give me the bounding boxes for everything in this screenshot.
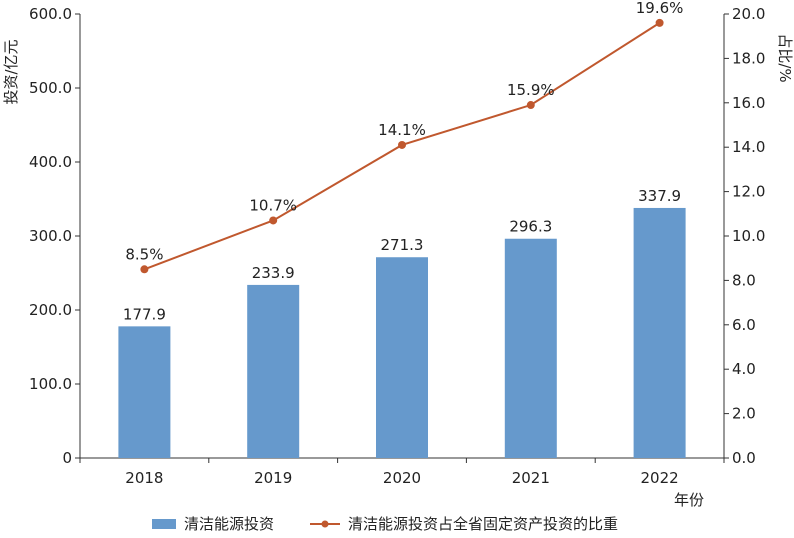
x-tick-label: 2021 (512, 469, 550, 487)
bar-value-label: 233.9 (252, 264, 295, 282)
left-y-tick-label: 600.0 (29, 5, 72, 23)
x-ticks: 2018 2019 2020 2021 2022 (79, 458, 725, 487)
right-y-tick-label: 12.0 (732, 183, 765, 201)
line-series: 8.5% 10.7% 14.1% 15.9% 19.6% (125, 0, 684, 274)
bar-value-label: 337.9 (638, 187, 681, 205)
left-y-tick-label: 400.0 (29, 153, 72, 171)
line-point (655, 18, 664, 27)
right-y-axis-title: 占比/% (776, 33, 794, 82)
line-value-label: 14.1% (378, 121, 426, 139)
bar (247, 284, 300, 458)
left-y-tick-label: 500.0 (29, 79, 72, 97)
x-tick-label: 2020 (383, 469, 421, 487)
line-value-label: 8.5% (125, 245, 163, 263)
x-tick-label: 2022 (641, 469, 679, 487)
right-y-tick-label: 18.0 (732, 49, 765, 67)
bar (376, 257, 428, 458)
right-y-tick-label: 14.0 (732, 138, 765, 156)
bar (504, 238, 557, 458)
right-y-tick-label: 6.0 (732, 316, 756, 334)
legend-label-line: 清洁能源投资占全省固定资产投资的比重 (348, 515, 618, 533)
left-y-tick-label: 0 (62, 449, 72, 467)
line-value-label: 10.7% (249, 196, 297, 214)
left-y-axis-title: 投资/亿元 (2, 39, 20, 104)
x-tick-label: 2018 (125, 469, 163, 487)
line-value-label: 19.6% (636, 0, 684, 17)
left-y-tick-label: 100.0 (29, 375, 72, 393)
legend-swatch-marker (321, 520, 329, 528)
line-point (526, 101, 535, 110)
line-point (140, 265, 149, 274)
bar (633, 207, 686, 458)
right-y-tick-label: 20.0 (732, 5, 765, 23)
right-y-tick-label: 2.0 (732, 405, 756, 423)
right-y-tick-label: 4.0 (732, 360, 756, 378)
line-value-label: 15.9% (507, 81, 555, 99)
right-y-tick-label: 0.0 (732, 449, 756, 467)
bar-series: 177.9 233.9 271.3 296.3 337.9 (118, 187, 686, 458)
left-y-tick-label: 200.0 (29, 301, 72, 319)
bar (118, 326, 171, 458)
right-y-tick-label: 10.0 (732, 227, 765, 245)
right-y-ticks: 0.0 2.0 4.0 6.0 8.0 10.0 12.0 14.0 16.0 18.0 20.0 (724, 5, 765, 467)
x-tick-label: 2019 (254, 469, 292, 487)
legend-swatch-bar (152, 519, 176, 529)
bar-value-label: 271.3 (381, 236, 424, 254)
left-y-tick-label: 300.0 (29, 227, 72, 245)
right-y-tick-label: 8.0 (732, 271, 756, 289)
line-point (398, 140, 406, 149)
legend: 清洁能源投资 清洁能源投资占全省固定资产投资的比重 (152, 515, 618, 533)
line-point (269, 216, 278, 225)
bar-value-label: 296.3 (509, 218, 552, 236)
left-y-ticks: 0 100.0 200.0 300.0 400.0 500.0 600.0 (29, 5, 80, 467)
bar-value-label: 177.9 (123, 305, 166, 323)
right-y-tick-label: 16.0 (732, 94, 765, 112)
x-axis-title: 年份 (674, 491, 704, 509)
legend-label-bar: 清洁能源投资 (184, 515, 274, 533)
